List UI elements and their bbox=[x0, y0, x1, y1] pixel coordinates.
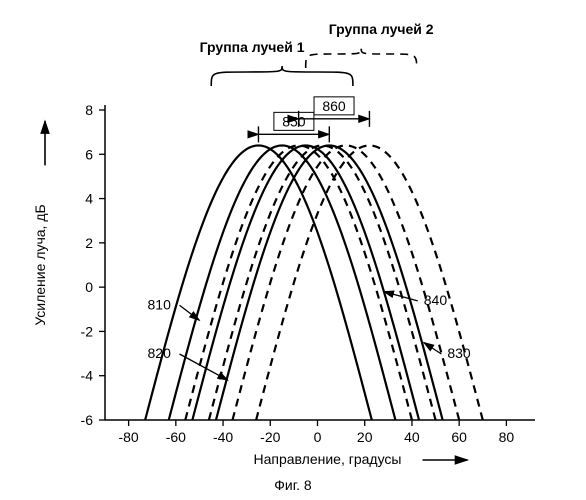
y-tick-label: 2 bbox=[85, 235, 93, 251]
callout-label: 830 bbox=[447, 345, 471, 361]
callout: 830 bbox=[424, 343, 471, 362]
y-axis-label: Усиление луча, дБ bbox=[32, 204, 48, 325]
ticks: -80-60-40-20020406080-6-4-202468 bbox=[81, 102, 515, 445]
y-tick-label: -2 bbox=[81, 323, 94, 339]
x-tick-label: 20 bbox=[357, 429, 373, 445]
y-tick-label: 8 bbox=[85, 102, 93, 118]
group2-label: Группа лучей 2 bbox=[329, 21, 434, 37]
y-tick-label: -4 bbox=[81, 368, 94, 384]
group-brace bbox=[211, 66, 353, 86]
x-tick-label: -40 bbox=[213, 429, 233, 445]
figure-caption: Фиг. 8 bbox=[274, 477, 312, 493]
span-label: 860 bbox=[322, 98, 346, 114]
x-tick-label: -20 bbox=[260, 429, 280, 445]
y-tick-label: 0 bbox=[85, 279, 93, 295]
callout: 840 bbox=[384, 292, 448, 308]
x-tick-label: -60 bbox=[166, 429, 186, 445]
y-tick-label: 6 bbox=[85, 146, 93, 162]
y-tick-label: -6 bbox=[81, 412, 94, 428]
callout-label: 810 bbox=[148, 296, 172, 312]
x-tick-label: 40 bbox=[404, 429, 420, 445]
group1-label: Группа лучей 1 bbox=[200, 39, 305, 55]
x-tick-label: -80 bbox=[118, 429, 138, 445]
x-axis-label: Направление, градусы bbox=[254, 451, 402, 467]
callout-label: 820 bbox=[148, 345, 172, 361]
x-tick-label: 60 bbox=[451, 429, 467, 445]
span-label: 850 bbox=[282, 113, 306, 129]
group-brace bbox=[306, 48, 417, 68]
x-tick-label: 0 bbox=[314, 429, 322, 445]
x-tick-label: 80 bbox=[499, 429, 515, 445]
span-arrow: 850 bbox=[258, 112, 329, 142]
curves bbox=[145, 145, 483, 420]
y-tick-label: 4 bbox=[85, 191, 93, 207]
callout-label: 840 bbox=[424, 292, 448, 308]
